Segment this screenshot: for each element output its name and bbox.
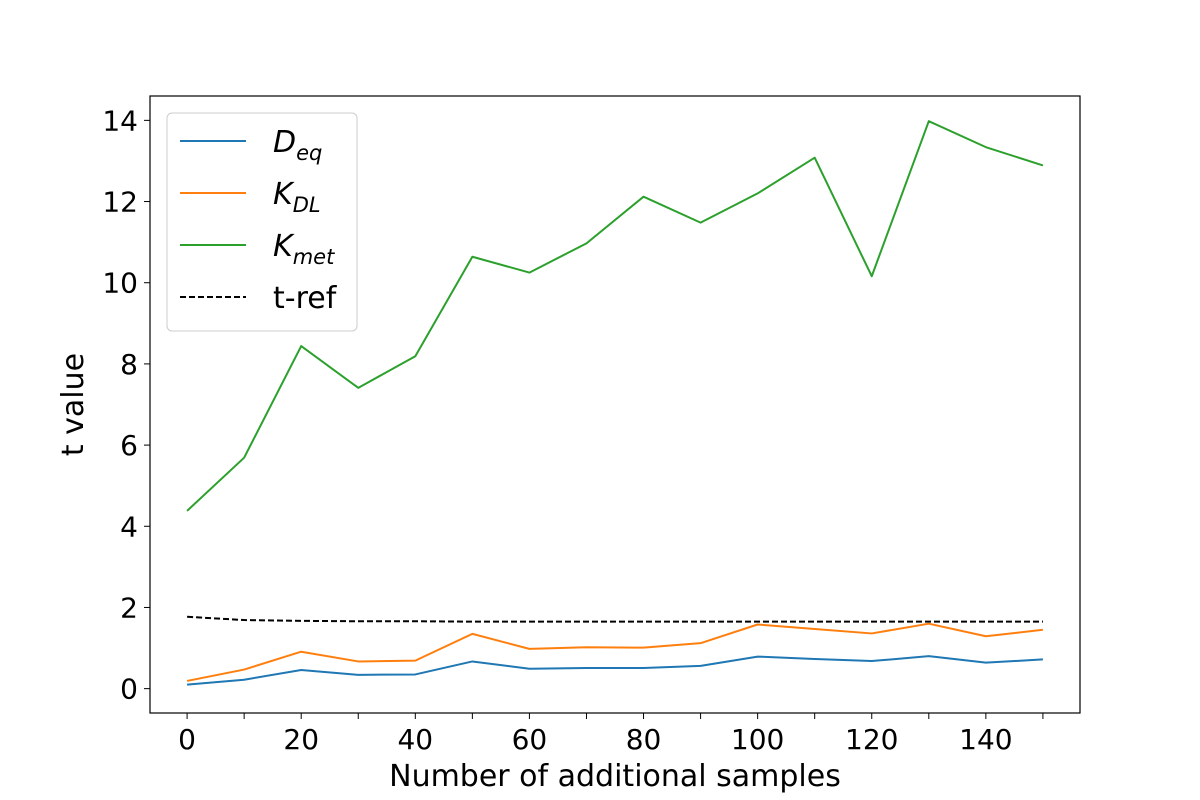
series-line-t-ref: [187, 615, 1043, 623]
plot-frame: [149, 95, 1081, 714]
legend-label-main: t-ref: [273, 281, 338, 316]
y-tick-label: 6: [120, 429, 138, 462]
legend-label-subscript: met: [293, 245, 335, 269]
y-tick-label: 0: [120, 673, 138, 706]
x-tick-label: 60: [512, 723, 548, 756]
y-tick-label: 2: [120, 591, 138, 624]
legend-label-subscript: eq: [296, 141, 322, 165]
legend-label-main: K: [273, 177, 295, 212]
x-tick-label: 40: [397, 723, 433, 756]
legend-label: KDL: [273, 177, 321, 217]
y-tick-label: 14: [102, 104, 138, 137]
legend-label-main: D: [273, 125, 296, 160]
x-tick-label: 0: [178, 723, 196, 756]
legend-label: t-ref: [273, 281, 338, 316]
series-line-k-dl: [186, 622, 1044, 682]
y-axis-label: t value: [56, 353, 91, 456]
legend-label: Deq: [273, 125, 322, 165]
x-tick-label: 80: [626, 723, 662, 756]
legend-label-main: K: [273, 229, 295, 264]
x-tick-label: 100: [731, 723, 784, 756]
legend-label-subscript: DL: [293, 193, 321, 217]
y-tick-label: 8: [120, 348, 138, 381]
legend-label: Kmet: [273, 229, 335, 269]
y-tick-label: 12: [102, 186, 138, 219]
y-tick-label: 10: [102, 267, 138, 300]
y-axis: 0 2 4 6 8 10 12 14: [102, 104, 150, 706]
x-axis: 0 20 40 60 80 100 120 140: [178, 713, 1044, 756]
x-tick-label: 120: [845, 723, 898, 756]
x-tick-label: 140: [959, 723, 1012, 756]
series-line-d-eq: [187, 655, 1043, 686]
legend-box: [166, 112, 358, 332]
series-line-k-met: [186, 120, 1044, 512]
series-layer: [186, 120, 1044, 686]
y-tick-label: 4: [120, 510, 138, 543]
x-axis-label: Number of additional samples: [389, 759, 841, 794]
x-tick-label: 20: [283, 723, 319, 756]
